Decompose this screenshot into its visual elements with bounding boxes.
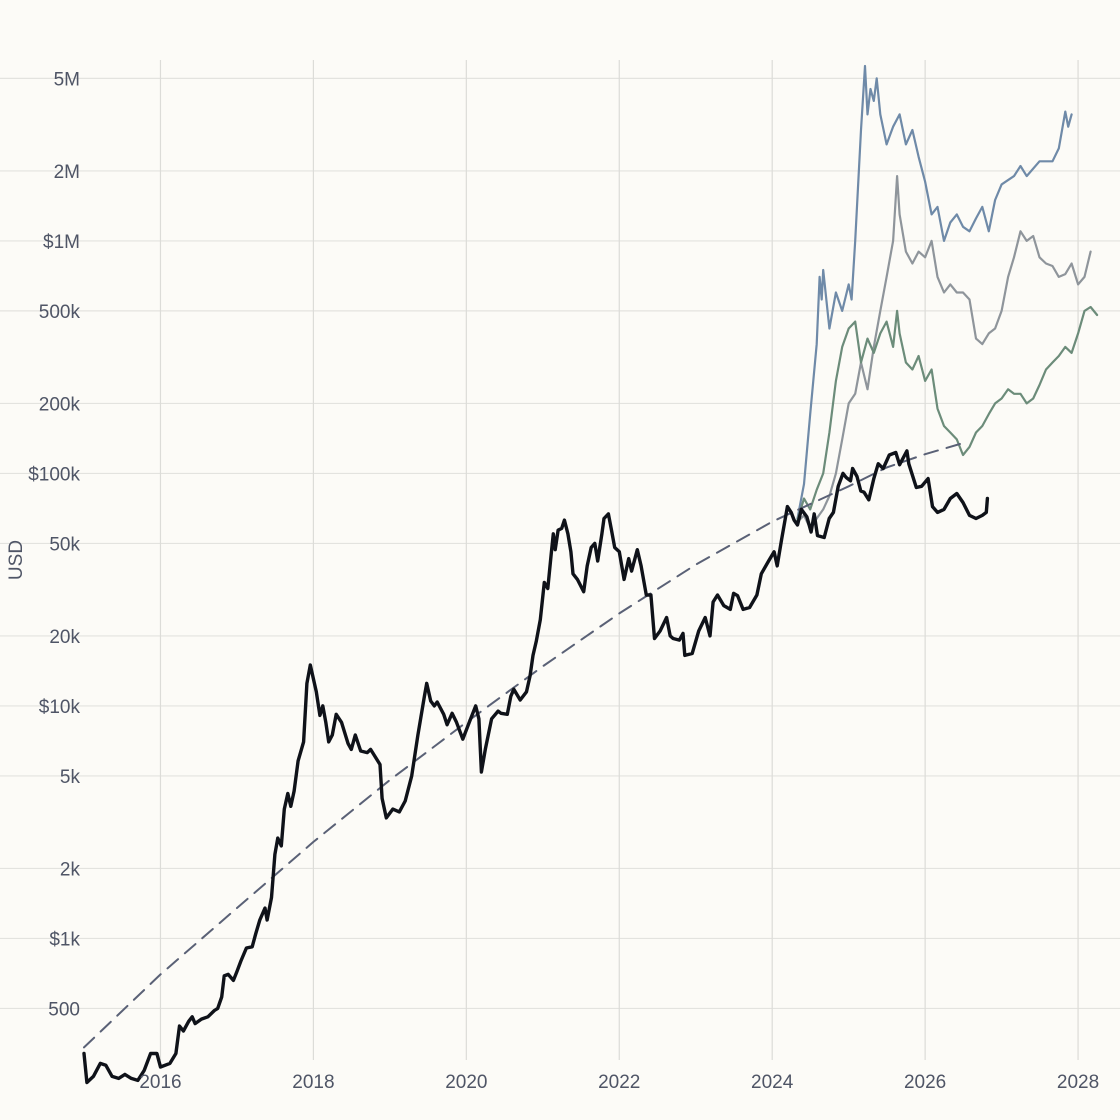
projection-line-3: [796, 175, 1092, 530]
y-tick-label: 5M: [54, 69, 80, 90]
y-tick-labels: 500 $1k 2k 5k $10k 20k 50k $100k 200k 500k $1M 2M 5M: [28, 69, 80, 1020]
y-tick-label: $1M: [43, 232, 80, 253]
x-tick-label: 2022: [598, 1072, 640, 1093]
y-tick-label: 20k: [49, 627, 80, 648]
y-axis-title: USD: [6, 540, 27, 580]
x-tick-label: 2020: [445, 1072, 487, 1093]
y-tick-label: 200k: [39, 394, 81, 415]
grid: [0, 60, 1120, 1060]
series-layer: [82, 64, 1099, 1085]
x-tick-label: 2026: [904, 1072, 946, 1093]
y-tick-label: 500k: [39, 302, 81, 323]
y-tick-label: $100k: [28, 464, 80, 485]
y-tick-label: $10k: [39, 697, 81, 718]
x-tick-label: 2024: [751, 1072, 794, 1093]
projection-line-2: [796, 64, 1073, 520]
trend-line: [83, 442, 964, 1049]
y-tick-label: 50k: [49, 534, 80, 555]
y-tick-label: 2M: [54, 162, 80, 183]
x-tick-labels: 2016 2018 2020 2022 2024 2026 2028: [139, 1072, 1099, 1093]
x-tick-label: 2018: [292, 1072, 334, 1093]
history-price-line: [82, 449, 990, 1085]
y-tick-label: 500: [48, 999, 80, 1020]
x-tick-label: 2028: [1057, 1072, 1099, 1093]
y-tick-label: 2k: [60, 859, 81, 880]
x-tick-label: 2016: [139, 1072, 181, 1093]
projection-line-4: [796, 305, 1099, 522]
y-tick-label: $1k: [49, 929, 80, 950]
y-tick-label: 5k: [60, 767, 81, 788]
